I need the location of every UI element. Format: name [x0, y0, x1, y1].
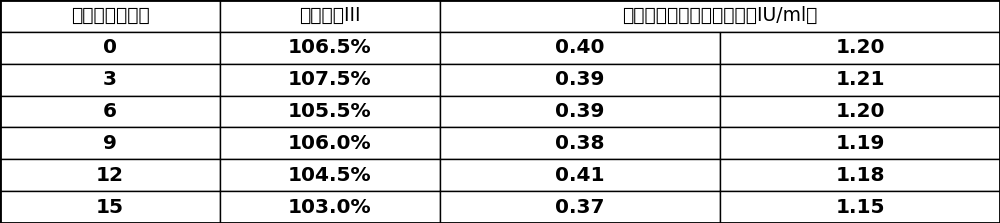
Text: 12: 12: [96, 166, 124, 185]
Bar: [440, 64, 720, 96]
Text: 0.38: 0.38: [555, 134, 605, 153]
Bar: [720, 32, 1000, 64]
Text: 抗凝血酶III: 抗凝血酶III: [299, 6, 361, 25]
Text: 0.39: 0.39: [555, 70, 605, 89]
Text: 0.40: 0.40: [555, 38, 605, 57]
Bar: [440, 127, 720, 159]
Bar: [720, 159, 1000, 191]
Text: 103.0%: 103.0%: [288, 198, 372, 217]
Text: 15: 15: [96, 198, 124, 217]
Text: 0.39: 0.39: [555, 102, 605, 121]
Bar: [0, 191, 220, 223]
Bar: [220, 159, 440, 191]
Bar: [0, 127, 220, 159]
Bar: [0, 159, 220, 191]
Bar: [220, 127, 440, 159]
Text: 106.0%: 106.0%: [288, 134, 372, 153]
Bar: [220, 32, 440, 64]
Bar: [0, 96, 220, 127]
Bar: [220, 96, 440, 127]
Text: 0: 0: [103, 38, 117, 57]
Text: 107.5%: 107.5%: [288, 70, 372, 89]
Bar: [0, 32, 220, 64]
Text: 6: 6: [103, 102, 117, 121]
Text: 106.5%: 106.5%: [288, 38, 372, 57]
Bar: [440, 32, 720, 64]
Bar: [220, 64, 440, 96]
Text: 0.41: 0.41: [555, 166, 605, 185]
Bar: [0, 64, 220, 96]
Bar: [720, 96, 1000, 127]
Text: 9: 9: [103, 134, 117, 153]
Bar: [440, 96, 720, 127]
Text: 1.19: 1.19: [835, 134, 885, 153]
Bar: [720, 191, 1000, 223]
Bar: [220, 191, 440, 223]
Text: 105.5%: 105.5%: [288, 102, 372, 121]
Bar: [440, 191, 720, 223]
Bar: [720, 127, 1000, 159]
Text: 1.20: 1.20: [835, 38, 885, 57]
Text: 储存时间（月）: 储存时间（月）: [71, 6, 149, 25]
Text: 1.20: 1.20: [835, 102, 885, 121]
Text: 1.15: 1.15: [835, 198, 885, 217]
Text: 1.18: 1.18: [835, 166, 885, 185]
Bar: [220, 0, 440, 32]
Text: 低分子肝素（低值和高值，IU/ml）: 低分子肝素（低值和高值，IU/ml）: [622, 6, 818, 25]
Bar: [720, 64, 1000, 96]
Text: 0.37: 0.37: [555, 198, 605, 217]
Text: 1.21: 1.21: [835, 70, 885, 89]
Bar: [440, 0, 1000, 32]
Bar: [440, 159, 720, 191]
Bar: [0, 0, 220, 32]
Text: 3: 3: [103, 70, 117, 89]
Text: 104.5%: 104.5%: [288, 166, 372, 185]
